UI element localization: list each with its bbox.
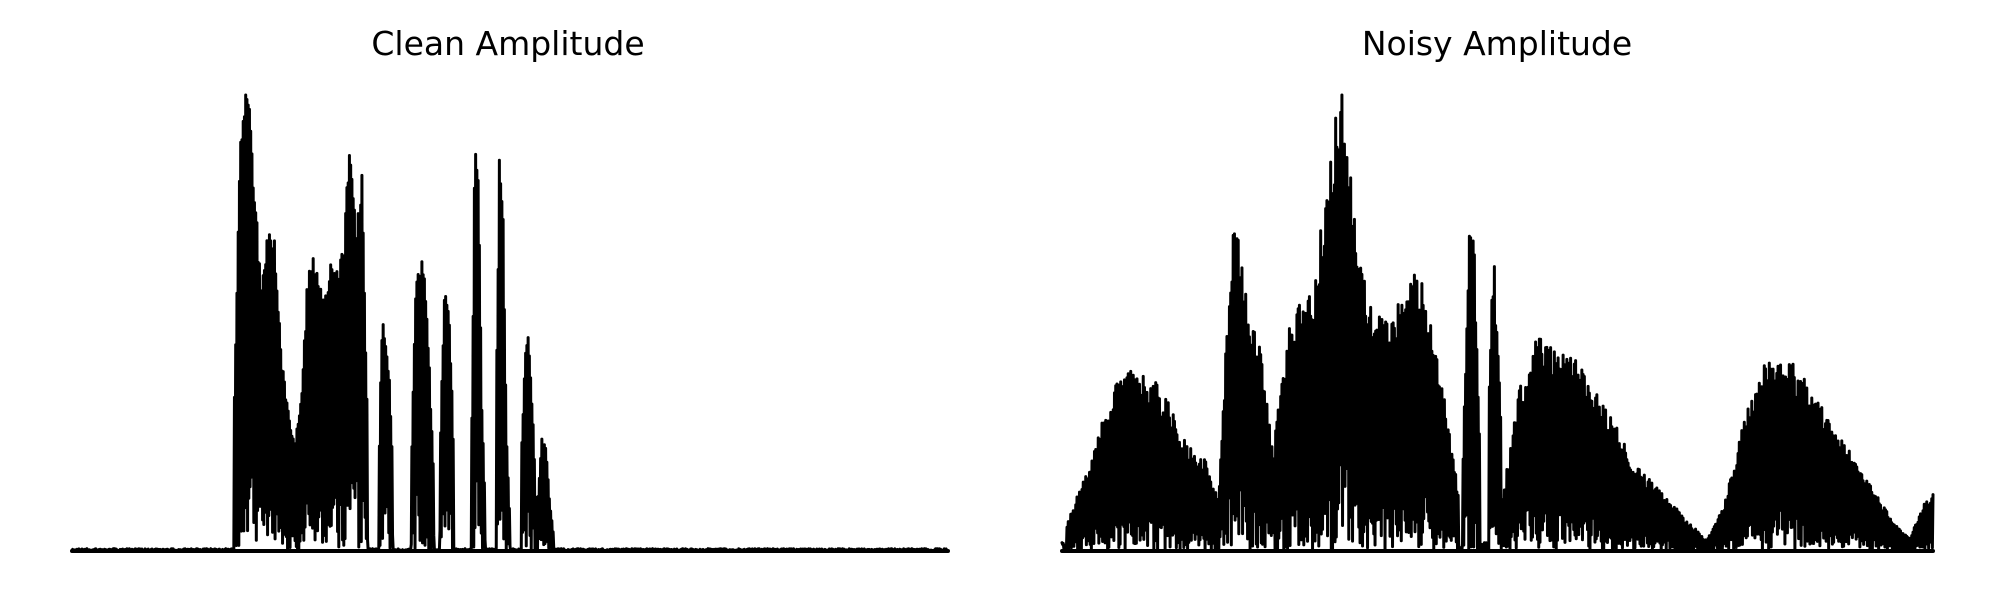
- clean-amplitude-panel: Clean Amplitude: [70, 24, 950, 553]
- noisy-amplitude-title: Noisy Amplitude: [1362, 24, 1632, 63]
- clean-amplitude-title: Clean Amplitude: [371, 24, 644, 63]
- noisy-amplitude-panel: Noisy Amplitude: [1060, 24, 1935, 553]
- noisy-amplitude-waveform: [1060, 93, 1935, 553]
